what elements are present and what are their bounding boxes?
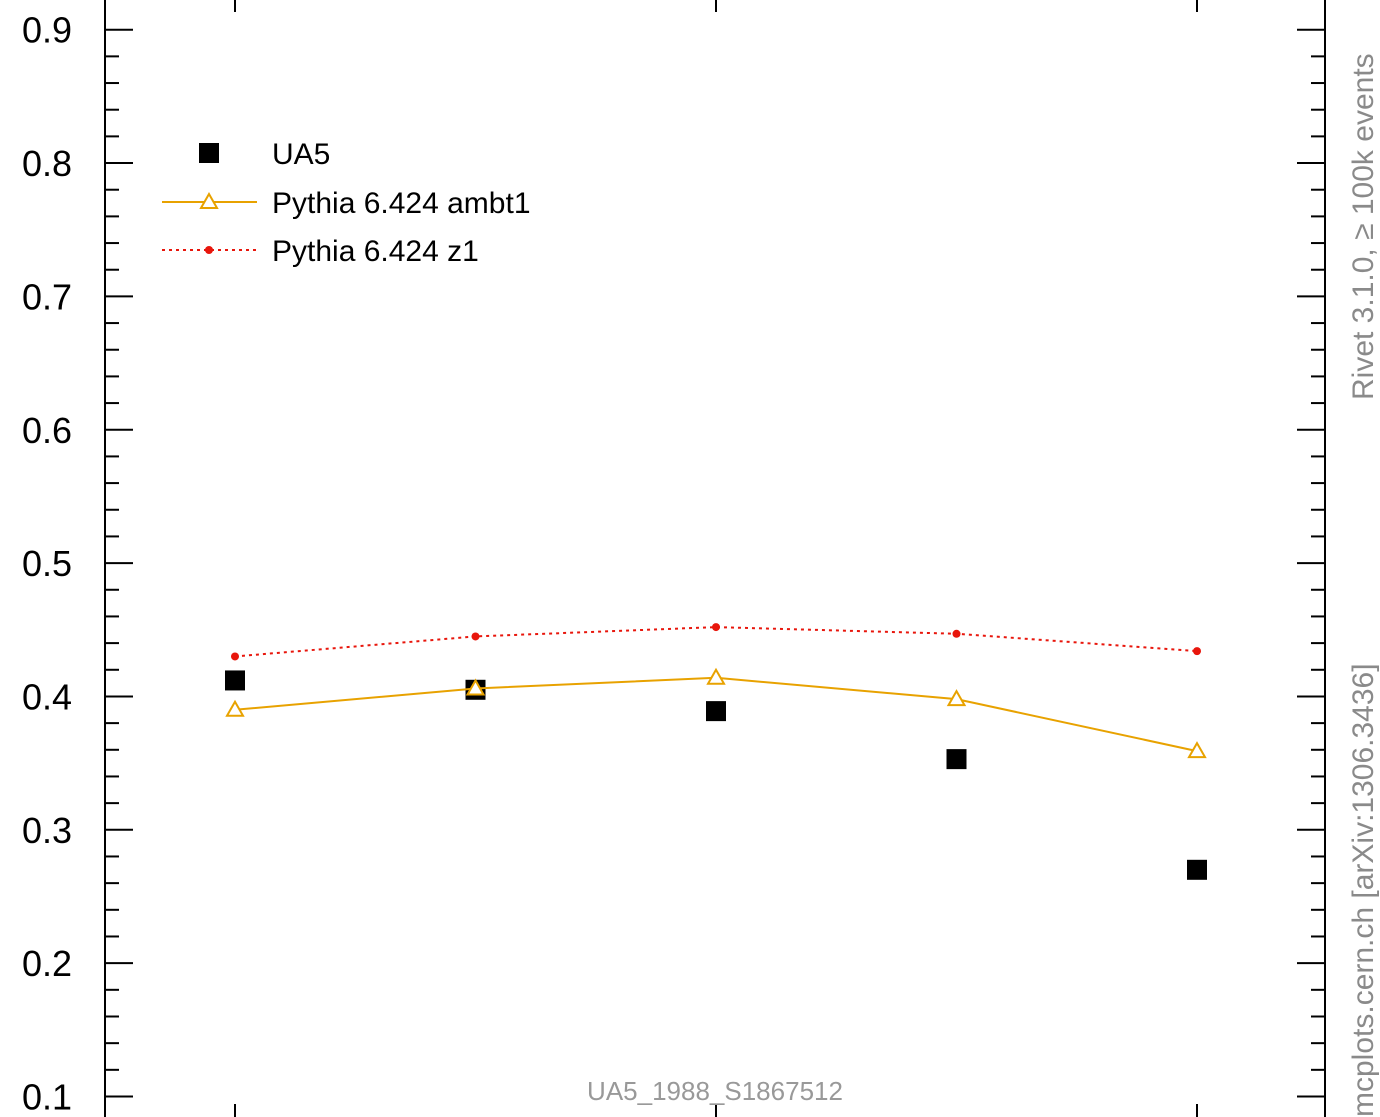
plot-frame — [104, 0, 1326, 1117]
legend-label-z1: Pythia 6.424 z1 — [272, 235, 479, 268]
y-ticks: 0.1 0.2 0.3 0.4 0.5 0.6 0.7 0.8 0.9 — [22, 10, 1325, 1117]
legend-marker-ua5 — [199, 143, 219, 163]
data-point-ambt1 — [706, 667, 726, 685]
legend-label-ambt1: Pythia 6.424 ambt1 — [272, 187, 531, 220]
y-tick-label: 0.7 — [22, 276, 72, 317]
legend-label-ua5: UA5 — [272, 138, 330, 171]
legend: UA5 Pythia 6.424 ambt1 Pythia 6.424 z1 — [162, 138, 531, 268]
data-point-ua5 — [706, 701, 726, 722]
data-point-ua5 — [225, 670, 245, 691]
data-point-z1 — [712, 623, 720, 632]
data-point-z1 — [471, 632, 480, 641]
data-point-z1 — [952, 629, 961, 638]
data-point-z1 — [231, 652, 239, 661]
data-point-z1 — [1193, 647, 1201, 656]
legend-marker-ambt1 — [199, 191, 219, 209]
y-tick-label: 0.3 — [22, 810, 72, 851]
series-layer — [225, 623, 1207, 880]
rivet-version-label: Rivet 3.1.0, ≥ 100k events — [1347, 53, 1380, 400]
data-point-ambt1 — [225, 699, 245, 717]
y-tick-label: 0.1 — [22, 1077, 72, 1117]
y-tick-label: 0.6 — [22, 410, 72, 451]
x-ticks — [234, 0, 1198, 1117]
series-line-z1 — [234, 626, 1198, 658]
y-tick-label: 0.4 — [22, 676, 72, 717]
data-point-ambt1 — [1187, 741, 1207, 759]
legend-marker-z1 — [205, 246, 213, 254]
y-tick-label: 0.8 — [22, 143, 72, 184]
y-tick-label: 0.2 — [22, 943, 72, 984]
y-tick-label: 0.9 — [22, 10, 72, 51]
y-tick-label: 0.5 — [22, 543, 72, 584]
mcplots-reference-label: mcplots.cern.ch [arXiv:1306.3436] — [1347, 663, 1380, 1117]
data-point-ambt1 — [465, 678, 486, 696]
data-point-ambt1 — [946, 689, 967, 707]
data-point-ua5 — [946, 749, 967, 770]
analysis-id-label: UA5_1988_S1867512 — [587, 1076, 843, 1106]
data-point-ua5 — [1187, 859, 1207, 880]
